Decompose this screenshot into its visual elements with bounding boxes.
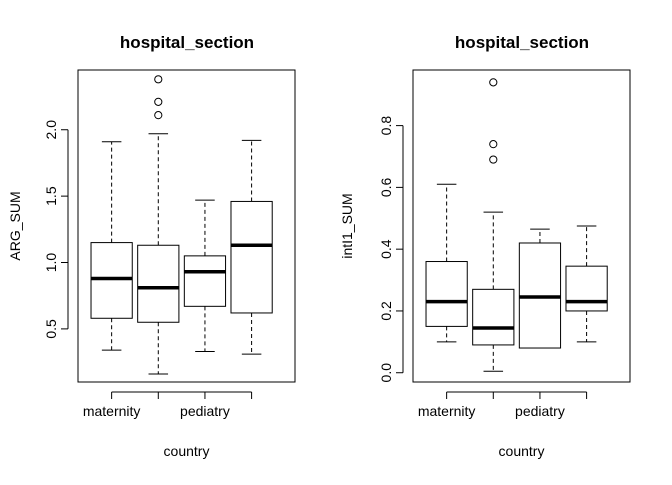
box-3 <box>183 199 227 352</box>
y-axis-label: intI1_SUM <box>339 193 355 258</box>
x-axis-label: country <box>164 443 210 459</box>
box-iqr <box>90 242 133 319</box>
box-2 <box>137 75 180 375</box>
outlier-point <box>489 140 498 149</box>
y-axis-label: ARG_SUM <box>7 191 23 260</box>
x-tick-label: maternity <box>418 403 476 419</box>
y-tick-label: 1.5 <box>43 186 59 206</box>
box-iqr <box>230 200 273 314</box>
plot-frame <box>77 69 296 383</box>
panel-2: hospital_section 0.0 0.2 0.4 0.6 0.8 intI1_SUM… <box>339 33 631 459</box>
y-tick-label: 1.0 <box>43 253 59 273</box>
panel-1: hospital_section 0.5 1.0 1.5 2.0 ARG_SUMmater… <box>7 33 296 459</box>
x-axis-label: country <box>499 443 545 459</box>
outlier-point <box>489 155 498 164</box>
plot-frame <box>412 69 631 383</box>
chart-title: hospital_section <box>120 33 254 52</box>
box-3 <box>518 228 562 349</box>
y-tick-label: 0.2 <box>378 301 394 321</box>
box-iqr <box>472 288 515 346</box>
x-tick-label: pediatry <box>515 403 565 419</box>
y-tick-label: 0.4 <box>378 239 394 259</box>
outlier-point <box>154 97 163 106</box>
outlier-point <box>489 78 498 87</box>
outlier-point <box>154 111 163 120</box>
box-4 <box>565 225 608 343</box>
y-tick-label: 0.0 <box>378 363 394 383</box>
y-tick-label: 0.5 <box>43 319 59 339</box>
chart-title: hospital_section <box>455 33 589 52</box>
x-tick-label: maternity <box>83 403 141 419</box>
y-tick-label: 0.6 <box>378 177 394 197</box>
box-2 <box>472 78 515 372</box>
box-4 <box>230 139 273 355</box>
y-tick-label: 2.0 <box>43 120 59 140</box>
outlier-point <box>154 75 163 84</box>
box-1 <box>425 183 468 343</box>
box-iqr <box>183 255 227 307</box>
box-iqr <box>137 244 180 323</box>
box-1 <box>90 141 133 351</box>
x-tick-label: pediatry <box>180 403 230 419</box>
y-tick-label: 0.8 <box>378 116 394 136</box>
box-iqr <box>425 261 468 327</box>
box-iqr <box>565 265 608 312</box>
